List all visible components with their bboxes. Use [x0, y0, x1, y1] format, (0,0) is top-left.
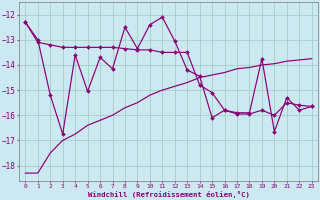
X-axis label: Windchill (Refroidissement éolien,°C): Windchill (Refroidissement éolien,°C)	[88, 191, 250, 198]
